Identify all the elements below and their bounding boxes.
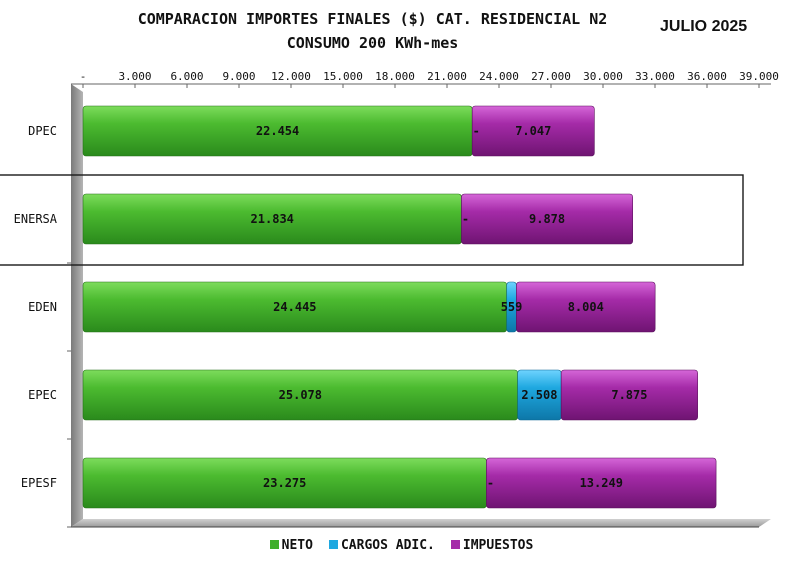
data-label: -: [473, 124, 480, 138]
legend-item: CARGOS ADIC.: [328, 538, 435, 553]
highlight-rect: [0, 174, 744, 266]
x-axis: - 3.000 6.000 9.000 12.000 15.000 18.000 21.000…: [71, 70, 779, 88]
data-label: 2.508: [521, 388, 557, 402]
bar-segment: [471, 105, 595, 157]
data-label: 24.445: [273, 300, 316, 314]
bar-segment: [560, 369, 698, 421]
x-tick-label: 21.000: [427, 70, 467, 83]
legend-label: NETO: [281, 538, 313, 553]
x-tick-label: 36.000: [687, 70, 727, 83]
data-label: 9.878: [529, 212, 565, 226]
x-tick-label: 9.000: [222, 70, 255, 83]
plot-floor: [71, 519, 771, 527]
legend: NETO CARGOS ADIC. IMPUESTOS: [0, 538, 803, 553]
data-label: 7.047: [515, 124, 551, 138]
data-label: 25.078: [279, 388, 322, 402]
x-tick-label: 3.000: [118, 70, 151, 83]
bar-segment: [461, 193, 633, 245]
x-tick-label: 18.000: [375, 70, 415, 83]
legend-label: CARGOS ADIC.: [340, 538, 435, 553]
legend-label: IMPUESTOS: [462, 538, 534, 553]
legend-item: IMPUESTOS: [450, 538, 534, 553]
legend-swatch: [328, 540, 338, 549]
y-category-label: DPEC: [28, 124, 57, 138]
x-tick-label: 15.000: [323, 70, 363, 83]
legend-swatch: [269, 540, 279, 549]
plot-frame: [71, 84, 771, 528]
x-tick-label: 27.000: [531, 70, 571, 83]
x-tick-label: -: [80, 70, 87, 83]
x-tick-label: 12.000: [271, 70, 311, 83]
data-label: 8.004: [568, 300, 604, 314]
x-tick-label: 30.000: [583, 70, 623, 83]
data-label: 559: [501, 300, 523, 314]
highlight-box: [0, 174, 744, 266]
y-axis: DPEC ENERSA EDEN EPEC EPESF: [14, 124, 71, 528]
x-tick-label: 39.000: [739, 70, 779, 83]
x-tick-label: 33.000: [635, 70, 675, 83]
data-label: 13.249: [580, 476, 623, 490]
data-label: 22.454: [256, 124, 299, 138]
y-category-label: EDEN: [28, 300, 57, 314]
data-label: 21.834: [251, 212, 294, 226]
chart-title: COMPARACION IMPORTES FINALES ($) CAT. RE…: [137, 10, 608, 28]
chart-subtitle: CONSUMO 200 KWh-mes: [286, 34, 459, 52]
data-label: 7.875: [611, 388, 647, 402]
x-tick-label: 24.000: [479, 70, 519, 83]
plot-side-wall: [71, 84, 83, 527]
data-label: -: [462, 212, 469, 226]
legend-swatch: [450, 540, 460, 549]
legend-item: NETO: [269, 538, 313, 553]
y-category-label: EPESF: [21, 476, 57, 490]
period-label: JULIO 2025: [660, 18, 748, 35]
y-category-label: ENERSA: [14, 212, 58, 226]
bar-segment: [486, 457, 717, 509]
data-label: -: [487, 476, 494, 490]
data-labels: 22.454 - 7.047 21.834 - 9.878 24.445 559 8.004 25…: [251, 124, 648, 490]
x-tick-label: 6.000: [170, 70, 203, 83]
bars: [82, 105, 717, 509]
data-label: 23.275: [263, 476, 306, 490]
y-category-label: EPEC: [28, 388, 57, 402]
bar-segment: [516, 281, 656, 333]
